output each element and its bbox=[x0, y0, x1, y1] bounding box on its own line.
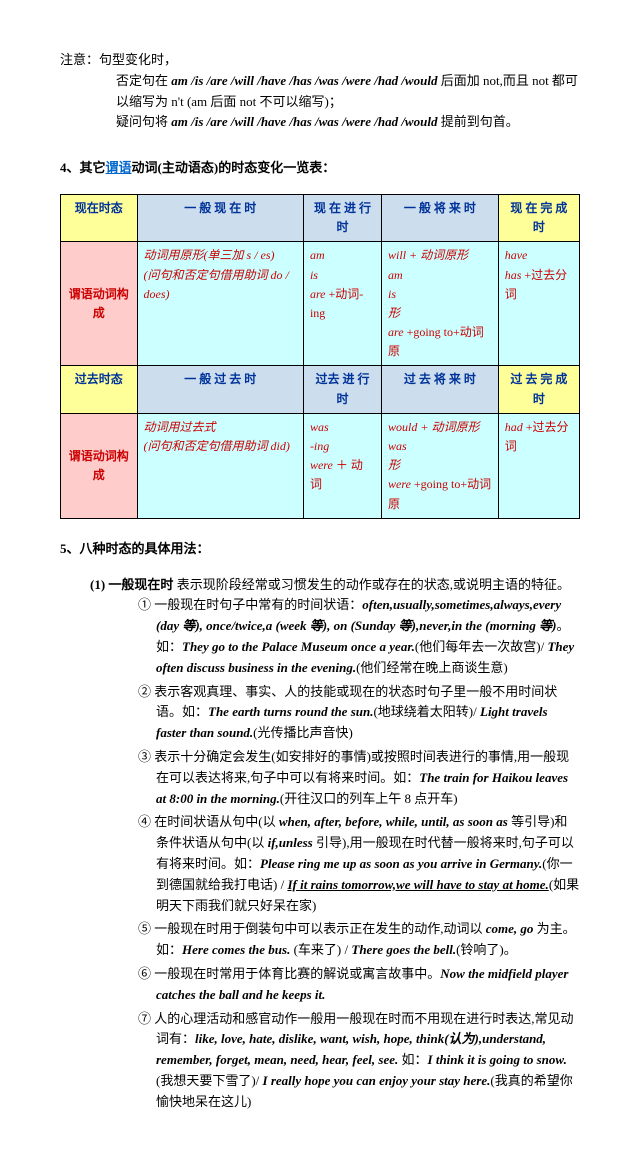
row-label-2: 谓语动词构成 bbox=[61, 413, 138, 518]
cell-r2c2: 动词用原形(单三加 s / es) (问句和否定句借用助词 do / does) bbox=[137, 242, 303, 366]
th-present: 现在时态 bbox=[61, 194, 138, 241]
note-block: 注意：句型变化时， 否定句在 am /is /are /will /have /… bbox=[60, 50, 580, 133]
row-label-1: 谓语动词构成 bbox=[61, 242, 138, 366]
th-present-cont: 现 在 进 行 时 bbox=[303, 194, 381, 241]
item1: (1) 一般现在时 表示现阶段经常或习惯发生的动作或存在的状态,或说明主语的特征… bbox=[90, 575, 580, 1113]
sub2: ② 表示客观真理、事实、人的技能或现在的状态时句子里一般不用时间状语。如：The… bbox=[138, 682, 580, 744]
note-label: 注意： bbox=[60, 52, 99, 67]
cell-r4c2: 动词用过去式 (问句和否定句借用助词 did) bbox=[137, 413, 303, 518]
th-past-future: 过 去 将 来 时 bbox=[382, 366, 499, 413]
cell-r2c4: will + 动词原形am is 形 are +going to+动词原 bbox=[382, 242, 499, 366]
note-line2: 否定句在 am /is /are /will /have /has /was /… bbox=[116, 71, 580, 113]
section5-title: 5、八种时态的具体用法： bbox=[60, 539, 580, 560]
sub6: ⑥ 一般现在时常用于体育比赛的解说或寓言故事中。Now the midfield… bbox=[138, 964, 580, 1006]
th-simple-present: 一 般 现 在 时 bbox=[137, 194, 303, 241]
sub3: ③ 表示十分确定会发生(如安排好的事情)或按照时间表进行的事情,用一般现在可以表… bbox=[138, 747, 580, 809]
th-simple-future: 一 般 将 来 时 bbox=[382, 194, 499, 241]
cell-r2c5: have has +过去分词 bbox=[498, 242, 579, 366]
cell-r4c3: was -ing were ＋ 动 词 bbox=[303, 413, 381, 518]
link-weiyu[interactable]: 谓语 bbox=[106, 160, 132, 175]
sub7: ⑦ 人的心理活动和感官动作一般用一般现在时而不用现在进行时表达,常见动词有：li… bbox=[138, 1009, 580, 1113]
note-line1: 句型变化时， bbox=[99, 52, 177, 67]
tense-table: 现在时态 一 般 现 在 时 现 在 进 行 时 一 般 将 来 时 现 在 完… bbox=[60, 194, 580, 519]
cell-r4c4: would + 动词原形was 形 were +going to+动词原 bbox=[382, 413, 499, 518]
note-line3: 疑问句将 am /is /are /will /have /has /was /… bbox=[116, 112, 580, 133]
cell-r4c5: had +过去分词 bbox=[498, 413, 579, 518]
sub4: ④ 在时间状语从句中(以 when, after, before, while,… bbox=[138, 812, 580, 916]
th-past: 过去时态 bbox=[61, 366, 138, 413]
item1-name: 一般现在时 bbox=[108, 577, 173, 592]
th-simple-past: 一 般 过 去 时 bbox=[137, 366, 303, 413]
th-past-cont: 过去 进 行 时 bbox=[303, 366, 381, 413]
sub1: ① 一般现在时句子中常有的时间状语：often,usually,sometime… bbox=[138, 595, 580, 678]
th-past-perfect: 过 去 完 成 时 bbox=[498, 366, 579, 413]
section4-title: 4、其它谓语动词(主动语态)的时态变化一览表： bbox=[60, 158, 580, 179]
th-present-perfect: 现 在 完 成 时 bbox=[498, 194, 579, 241]
sub5: ⑤ 一般现在时用于倒装句中可以表示正在发生的动作,动词以 come, go 为主… bbox=[138, 919, 580, 961]
cell-r2c3: am is are +动词-ing bbox=[303, 242, 381, 366]
